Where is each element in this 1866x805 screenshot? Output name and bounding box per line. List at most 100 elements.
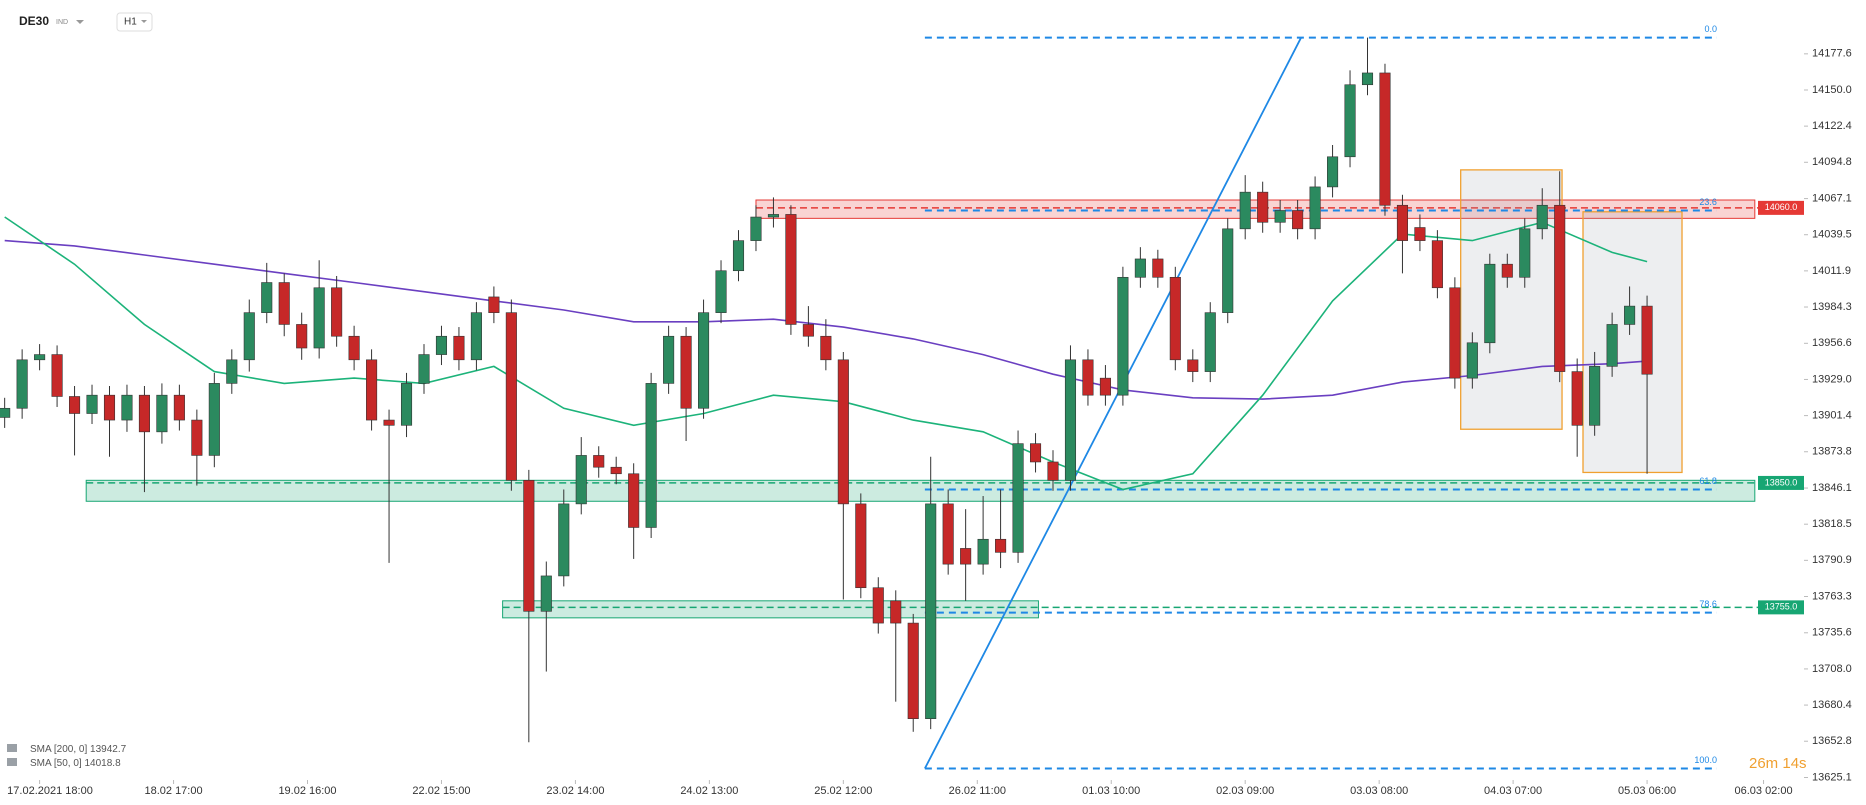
candle-body xyxy=(1274,210,1286,223)
fib-label: 78.6 xyxy=(1699,599,1717,609)
interval[interactable]: H1 xyxy=(124,17,137,28)
candle-body xyxy=(995,538,1007,553)
candle-body xyxy=(523,480,535,612)
candles-layer xyxy=(0,37,1653,743)
candle-body xyxy=(1519,228,1531,278)
legend-entry[interactable]: SMA [50, 0] 14018.8 xyxy=(30,758,121,769)
legend-name: SMA [200, 0] xyxy=(30,744,87,755)
candle-body xyxy=(942,503,954,565)
candle-body xyxy=(750,216,762,241)
candle-body xyxy=(663,335,675,384)
trend-line xyxy=(924,37,1302,769)
x-tick-label: 22.02 15:00 xyxy=(412,785,470,797)
candle-body xyxy=(383,419,395,426)
candle-body xyxy=(1379,72,1391,206)
x-tick-label: 19.02 16:00 xyxy=(278,785,336,797)
candle-body xyxy=(1239,191,1251,230)
candle-body xyxy=(1222,228,1234,313)
y-tick-label: 14067.1 xyxy=(1812,192,1852,204)
axes-layer: 14177.6 14150.0 14122.4 14094.8 14067.1 14039… xyxy=(7,48,1852,797)
y-tick-label: 14150.0 xyxy=(1812,84,1852,96)
candle-body xyxy=(1414,227,1426,241)
candle-body xyxy=(610,466,622,475)
candle-body xyxy=(837,359,849,505)
candle-body xyxy=(977,538,989,565)
candle-body xyxy=(1571,371,1583,426)
candle-body xyxy=(0,407,11,418)
x-tick-label: 05.03 06:00 xyxy=(1618,785,1676,797)
candle-body xyxy=(103,394,116,421)
candle-body xyxy=(628,473,640,528)
legend-entry[interactable]: SMA [200, 0] 13942.7 xyxy=(30,744,127,755)
candle-body xyxy=(593,455,605,468)
candle-body xyxy=(156,394,168,433)
legend-name: SMA [50, 0] xyxy=(30,758,82,769)
fib-label: 0.0 xyxy=(1704,24,1717,34)
zone xyxy=(502,600,1039,619)
dropdown-arrow xyxy=(141,20,147,23)
candle-body xyxy=(435,335,448,355)
candle-body xyxy=(715,270,727,313)
range-box xyxy=(1582,211,1683,474)
fib-label: 100.0 xyxy=(1694,755,1717,765)
y-tick-label: 14122.4 xyxy=(1812,120,1852,132)
candle-body xyxy=(51,354,63,397)
candle-body xyxy=(69,396,81,414)
candle-body xyxy=(1396,204,1408,241)
candle-body xyxy=(400,383,413,426)
candle-body xyxy=(732,240,745,272)
dropdown-arrow[interactable] xyxy=(76,20,84,24)
candle-body xyxy=(366,359,378,421)
x-tick-label: 23.02 14:00 xyxy=(546,785,604,797)
candle-body xyxy=(767,214,779,218)
level-label: 14060.0 xyxy=(1765,202,1798,212)
y-tick-label: 13708.0 xyxy=(1812,663,1852,675)
candle-body xyxy=(208,383,220,456)
candle-body xyxy=(1536,204,1548,230)
candle-body xyxy=(313,287,325,349)
candle-body xyxy=(488,296,500,313)
market: IND xyxy=(56,19,68,26)
x-tick-label: 02.03 09:00 xyxy=(1216,785,1274,797)
y-tick-label: 13790.9 xyxy=(1812,554,1852,566)
candle-body xyxy=(1047,461,1059,481)
candle-body xyxy=(1292,210,1304,230)
candle-body xyxy=(1117,276,1129,396)
legend-icon[interactable] xyxy=(7,758,17,766)
level-label-box xyxy=(1758,600,1804,615)
candle-body xyxy=(191,419,203,456)
labels-layer: 14060.0 13850.0 13755.0 xyxy=(1758,200,1804,615)
y-tick-label: 13956.6 xyxy=(1812,337,1852,349)
candle-body xyxy=(872,587,884,624)
y-tick-label: 13901.4 xyxy=(1812,410,1852,422)
symbol[interactable]: DE30 xyxy=(19,14,49,28)
candle-body xyxy=(1327,156,1339,188)
y-tick-label: 13680.4 xyxy=(1812,699,1852,711)
x-tick-label: 17.02.2021 18:00 xyxy=(7,785,93,797)
level-label-box xyxy=(1758,200,1804,215)
x-tick-label: 04.03 07:00 xyxy=(1484,785,1542,797)
candle-body xyxy=(680,335,692,409)
candle-body xyxy=(785,214,797,325)
interval-button[interactable] xyxy=(116,12,153,32)
candle-body xyxy=(890,600,902,624)
candle-body xyxy=(138,394,150,433)
candle-body xyxy=(1554,204,1566,372)
candle-body xyxy=(1204,312,1216,372)
candle-body xyxy=(121,394,133,421)
candle-body xyxy=(907,622,919,720)
legend-icon[interactable] xyxy=(7,744,17,752)
candle-body xyxy=(540,575,552,612)
y-tick-label: 14177.6 xyxy=(1812,48,1852,60)
x-tick-label: 25.02 12:00 xyxy=(814,785,872,797)
candle-body xyxy=(645,383,657,528)
candle-body xyxy=(1466,342,1478,379)
boxes-layer xyxy=(1460,169,1683,474)
candle-body xyxy=(1344,84,1356,158)
candle-body xyxy=(575,455,587,505)
candle-body xyxy=(296,324,308,349)
candle-body xyxy=(1029,443,1042,463)
y-tick-label: 14039.5 xyxy=(1812,229,1852,241)
candle-body xyxy=(173,394,185,421)
